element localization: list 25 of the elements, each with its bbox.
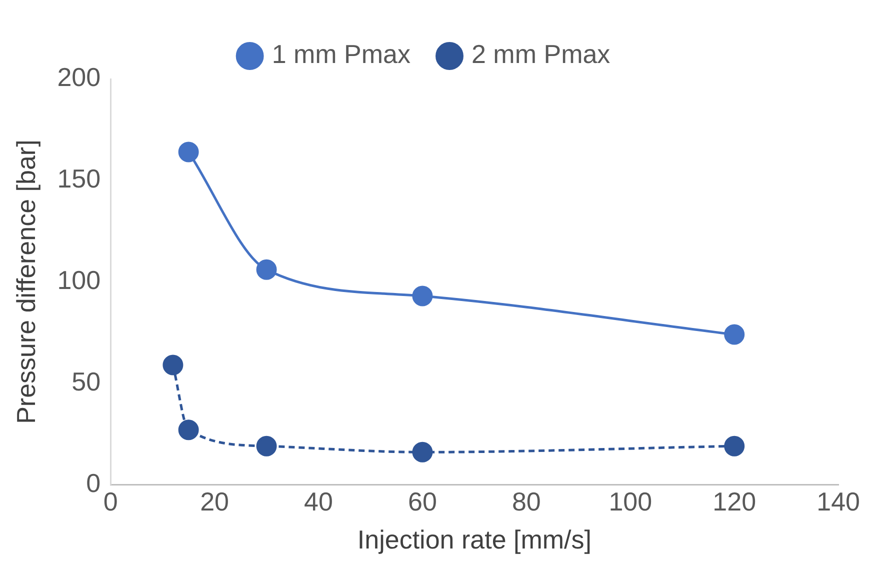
- x-tick-label: 120: [712, 486, 756, 516]
- point: [178, 142, 199, 162]
- y-tick-label: 0: [86, 468, 101, 498]
- point: [256, 436, 277, 456]
- x-tick-label: 40: [304, 486, 333, 516]
- x-tick-label: 80: [512, 486, 541, 516]
- y-tick-label: 150: [57, 164, 101, 194]
- x-tick-label: 20: [200, 486, 229, 516]
- point: [724, 436, 745, 456]
- y-axis-title: Pressure difference [bar]: [10, 140, 41, 424]
- legend-label: 2 mm Pmax: [472, 39, 610, 70]
- x-tick-label: 100: [608, 486, 652, 516]
- y-tick-label: 100: [57, 264, 101, 295]
- x-axis-title: Injection rate [mm/s]: [357, 524, 592, 555]
- point: [412, 286, 433, 306]
- point: [178, 420, 199, 440]
- point: [412, 442, 433, 462]
- point: [724, 324, 745, 345]
- x-tick-label: 60: [408, 486, 437, 516]
- legend-label: 1 mm Pmax: [272, 39, 411, 70]
- point: [162, 354, 184, 376]
- y-tick-label: 200: [57, 62, 101, 92]
- x-tick-label: 140: [816, 486, 860, 516]
- y-tick-label: 50: [72, 366, 101, 396]
- point: [256, 259, 277, 280]
